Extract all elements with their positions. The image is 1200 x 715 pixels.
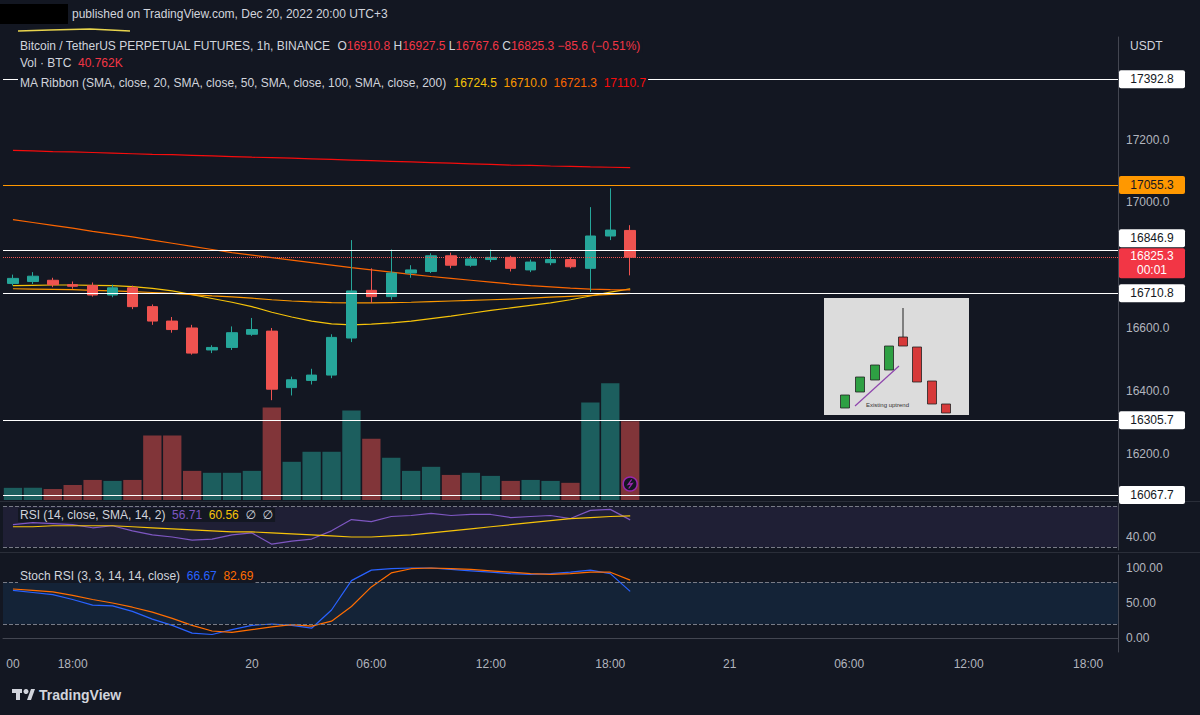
- svg-text:17055.3: 17055.3: [1130, 178, 1174, 192]
- svg-text:16710.8: 16710.8: [1130, 286, 1174, 300]
- svg-text:16710.0: 16710.0: [504, 76, 548, 90]
- svg-text:16825.3: 16825.3: [511, 39, 555, 53]
- svg-text:∅: ∅: [245, 508, 255, 522]
- svg-text:06:00: 06:00: [834, 657, 864, 671]
- svg-text:L: L: [448, 39, 456, 53]
- svg-text:MA Ribbon (SMA, close, 20, SMA: MA Ribbon (SMA, close, 20, SMA, close, 5…: [20, 76, 446, 90]
- svg-text:17200.0: 17200.0: [1126, 133, 1170, 147]
- svg-text:16067.7: 16067.7: [1130, 488, 1174, 502]
- svg-text:Stoch RSI (3, 3, 14, 14, close: Stoch RSI (3, 3, 14, 14, close): [20, 569, 180, 583]
- svg-text:16721.3: 16721.3: [554, 76, 598, 90]
- svg-text:16724.5: 16724.5: [454, 76, 498, 90]
- svg-text:16600.0: 16600.0: [1126, 321, 1170, 335]
- svg-text:12:00: 12:00: [476, 657, 506, 671]
- svg-text:60.56: 60.56: [209, 508, 239, 522]
- svg-text:20: 20: [245, 657, 259, 671]
- svg-text:82.69: 82.69: [223, 569, 253, 583]
- svg-text:TradingView: TradingView: [39, 687, 121, 703]
- svg-text:H: H: [393, 39, 402, 53]
- svg-text:0.00: 0.00: [1126, 631, 1150, 645]
- svg-text:18:00: 18:00: [1073, 657, 1103, 671]
- svg-text:66.67: 66.67: [187, 569, 217, 583]
- svg-text:00: 00: [6, 657, 20, 671]
- svg-text:RSI (14, close, SMA, 14, 2): RSI (14, close, SMA, 14, 2): [20, 508, 165, 522]
- svg-text:16400.0: 16400.0: [1126, 384, 1170, 398]
- svg-text:50.00: 50.00: [1126, 596, 1156, 610]
- svg-text:16767.6: 16767.6: [456, 39, 500, 53]
- svg-text:06:00: 06:00: [356, 657, 386, 671]
- svg-text:Bitcoin / TetherUS PERPETUAL F: Bitcoin / TetherUS PERPETUAL FUTURES, 1h…: [20, 39, 330, 53]
- svg-text:16927.5: 16927.5: [402, 39, 446, 53]
- svg-text:17392.8: 17392.8: [1130, 72, 1174, 86]
- svg-text:18:00: 18:00: [58, 657, 88, 671]
- svg-text:O: O: [337, 39, 346, 53]
- svg-text:12:00: 12:00: [954, 657, 984, 671]
- svg-text:16846.9: 16846.9: [1130, 231, 1174, 245]
- svg-text:18:00: 18:00: [595, 657, 625, 671]
- svg-text:Vol · BTC: Vol · BTC: [20, 56, 72, 70]
- svg-text:C: C: [502, 39, 511, 53]
- svg-text:00:01: 00:01: [1137, 263, 1167, 277]
- svg-text:56.71: 56.71: [172, 508, 202, 522]
- svg-text:21: 21: [723, 657, 737, 671]
- svg-text:USDT: USDT: [1130, 39, 1163, 53]
- svg-text:published on TradingView.com,: published on TradingView.com, Dec 20, 20…: [72, 7, 388, 21]
- svg-text:∅: ∅: [263, 508, 273, 522]
- svg-text:40.00: 40.00: [1126, 530, 1156, 544]
- svg-text:40.762K: 40.762K: [78, 56, 123, 70]
- svg-text:−85.6 (−0.51%): −85.6 (−0.51%): [558, 39, 641, 53]
- svg-text:100.00: 100.00: [1126, 561, 1163, 575]
- svg-text:17000.0: 17000.0: [1126, 195, 1170, 209]
- svg-text:16200.0: 16200.0: [1126, 447, 1170, 461]
- svg-text:Existing uptrend: Existing uptrend: [866, 402, 909, 408]
- svg-text:16910.8: 16910.8: [347, 39, 391, 53]
- svg-text:17110.7: 17110.7: [604, 76, 647, 90]
- svg-text:16825.3: 16825.3: [1130, 249, 1174, 263]
- svg-text:16305.7: 16305.7: [1130, 413, 1174, 427]
